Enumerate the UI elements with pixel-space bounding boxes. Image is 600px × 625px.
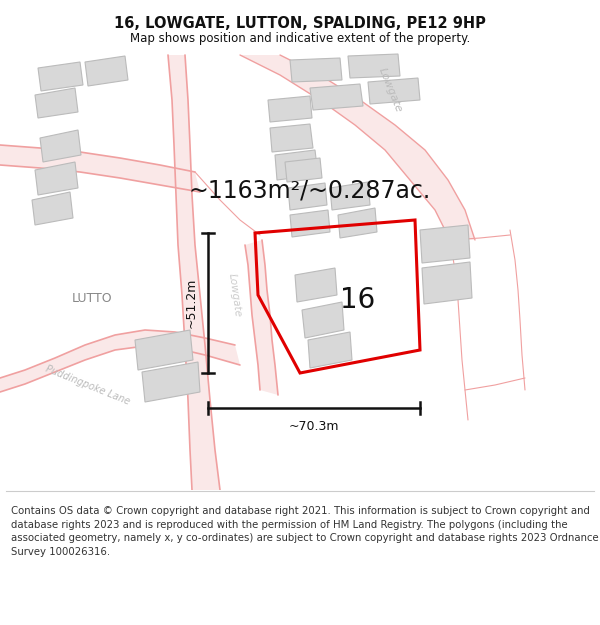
Polygon shape bbox=[290, 210, 330, 237]
Text: Contains OS data © Crown copyright and database right 2021. This information is : Contains OS data © Crown copyright and d… bbox=[11, 506, 598, 557]
Text: Map shows position and indicative extent of the property.: Map shows position and indicative extent… bbox=[130, 32, 470, 45]
Polygon shape bbox=[422, 262, 472, 304]
Text: ~1163m²/~0.287ac.: ~1163m²/~0.287ac. bbox=[189, 178, 431, 202]
Polygon shape bbox=[245, 240, 278, 395]
Polygon shape bbox=[368, 78, 420, 104]
Polygon shape bbox=[135, 330, 193, 370]
Polygon shape bbox=[35, 162, 78, 195]
Text: Lowgate: Lowgate bbox=[227, 272, 243, 318]
Polygon shape bbox=[85, 56, 128, 86]
Polygon shape bbox=[295, 268, 337, 302]
Text: Lowgate: Lowgate bbox=[376, 66, 404, 114]
Polygon shape bbox=[302, 302, 344, 338]
Polygon shape bbox=[288, 183, 327, 210]
Polygon shape bbox=[142, 362, 200, 402]
Polygon shape bbox=[40, 130, 81, 162]
Polygon shape bbox=[240, 55, 475, 240]
Polygon shape bbox=[290, 58, 342, 82]
Polygon shape bbox=[270, 124, 313, 152]
Polygon shape bbox=[275, 150, 318, 180]
Polygon shape bbox=[32, 192, 73, 225]
Polygon shape bbox=[38, 62, 83, 91]
Polygon shape bbox=[310, 84, 363, 110]
Polygon shape bbox=[338, 208, 377, 238]
Polygon shape bbox=[35, 88, 78, 118]
Polygon shape bbox=[0, 145, 200, 192]
Polygon shape bbox=[420, 225, 470, 263]
Polygon shape bbox=[348, 54, 400, 78]
Text: Puddingpoke Lane: Puddingpoke Lane bbox=[44, 364, 131, 406]
Polygon shape bbox=[285, 158, 322, 182]
Polygon shape bbox=[308, 332, 352, 368]
Polygon shape bbox=[268, 96, 312, 122]
Polygon shape bbox=[330, 182, 370, 210]
Text: LUTTΟ: LUTTΟ bbox=[71, 291, 112, 304]
Text: ~70.3m: ~70.3m bbox=[289, 420, 339, 433]
Text: 16: 16 bbox=[340, 286, 376, 314]
Text: 16, LOWGATE, LUTTON, SPALDING, PE12 9HP: 16, LOWGATE, LUTTON, SPALDING, PE12 9HP bbox=[114, 16, 486, 31]
Polygon shape bbox=[168, 55, 220, 490]
Text: ~51.2m: ~51.2m bbox=[185, 278, 198, 328]
Polygon shape bbox=[0, 330, 240, 392]
